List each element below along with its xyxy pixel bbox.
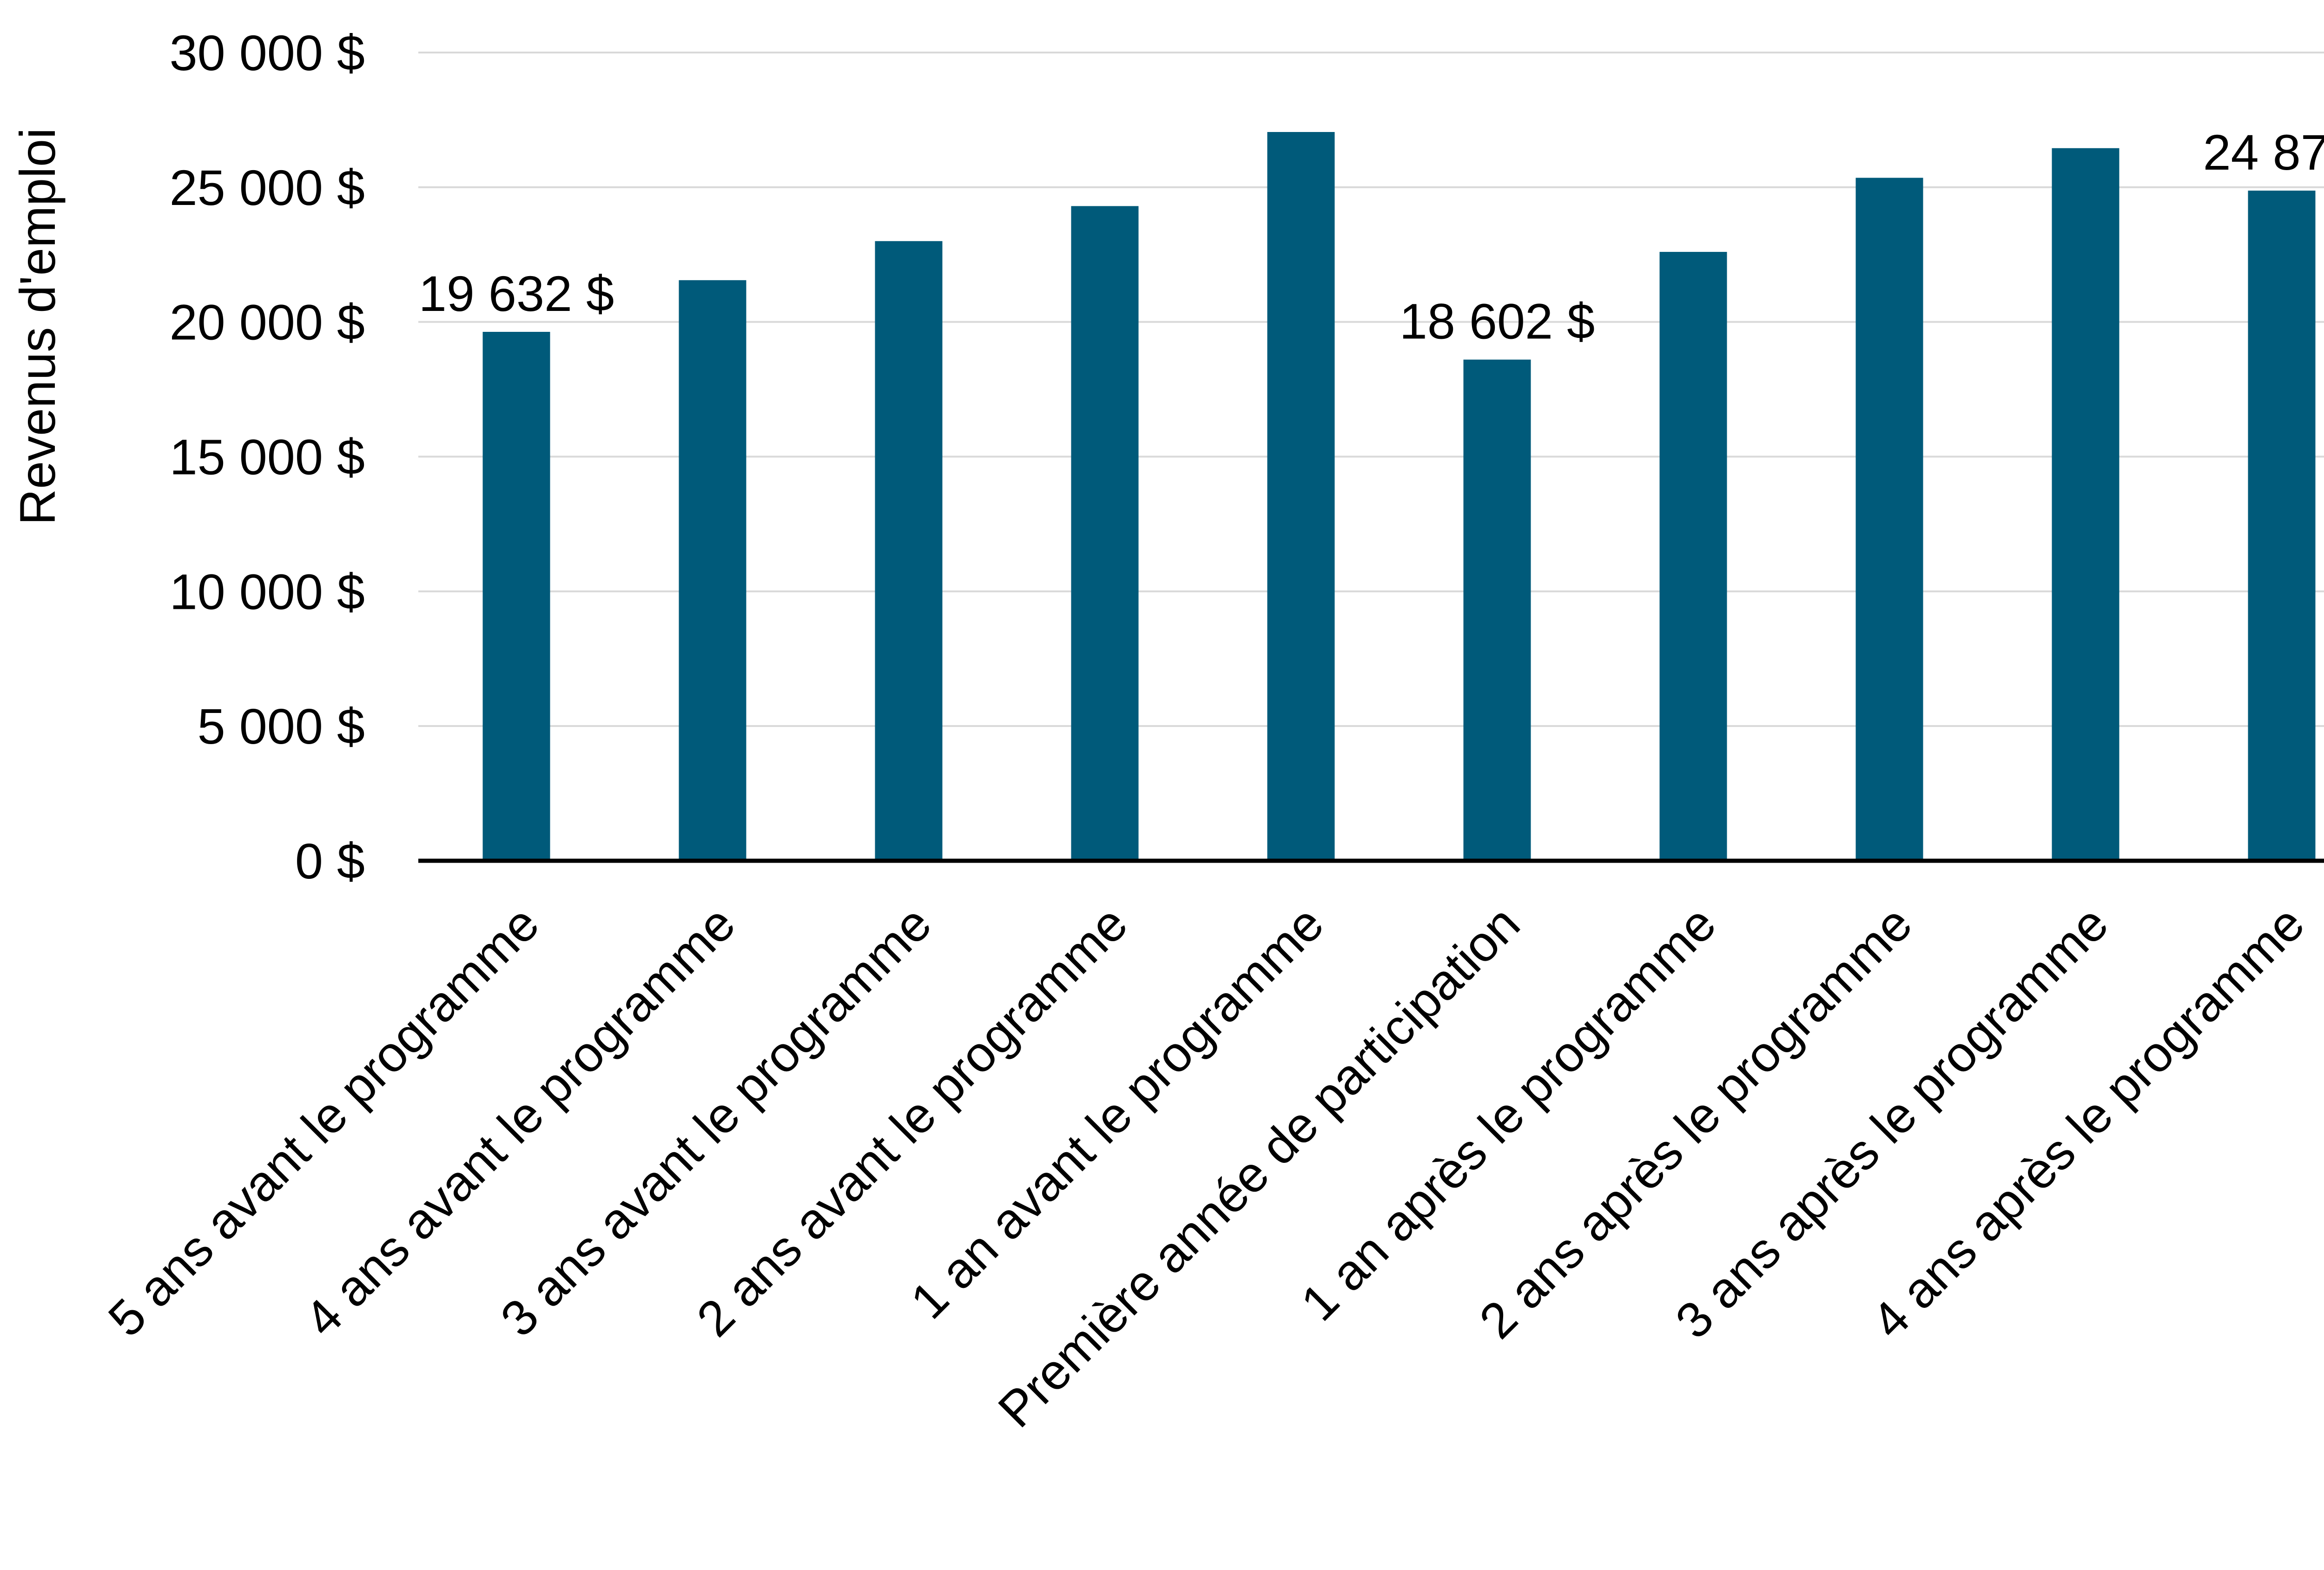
bar <box>1071 206 1139 861</box>
bars <box>482 132 2316 861</box>
x-category-label: 1 an avant le programme <box>900 895 1334 1330</box>
data-label: 18 602 $ <box>1400 293 1595 350</box>
data-labels: 19 632 $ 18 602 $ 24 874 $ <box>419 124 2324 350</box>
bar <box>1267 132 1335 861</box>
y-tick-label: 30 000 $ <box>170 25 365 81</box>
y-tick-label: 20 000 $ <box>170 294 365 350</box>
bar <box>482 331 550 861</box>
data-label: 19 632 $ <box>419 265 614 322</box>
y-tick-label: 15 000 $ <box>170 429 365 485</box>
y-tick-label: 25 000 $ <box>170 159 365 216</box>
x-category-label: 1 an après le programme <box>1290 895 1726 1332</box>
bar <box>2052 148 2119 861</box>
y-axis-title: Revenus d'emploi <box>9 128 66 525</box>
bar <box>1463 359 1531 861</box>
bar <box>1855 178 1923 861</box>
bar <box>875 241 943 861</box>
bar <box>679 280 746 861</box>
y-tick-label: 0 $ <box>295 833 365 889</box>
y-tick-label: 10 000 $ <box>170 563 365 620</box>
data-label: 24 874 $ <box>2203 124 2324 180</box>
bar <box>1659 251 1727 861</box>
bar <box>2248 191 2316 861</box>
y-tick-label: 5 000 $ <box>198 698 365 754</box>
y-axis-tick-labels: 0 $ 5 000 $ 10 000 $ 15 000 $ 20 000 $ 25 000… <box>170 25 365 889</box>
